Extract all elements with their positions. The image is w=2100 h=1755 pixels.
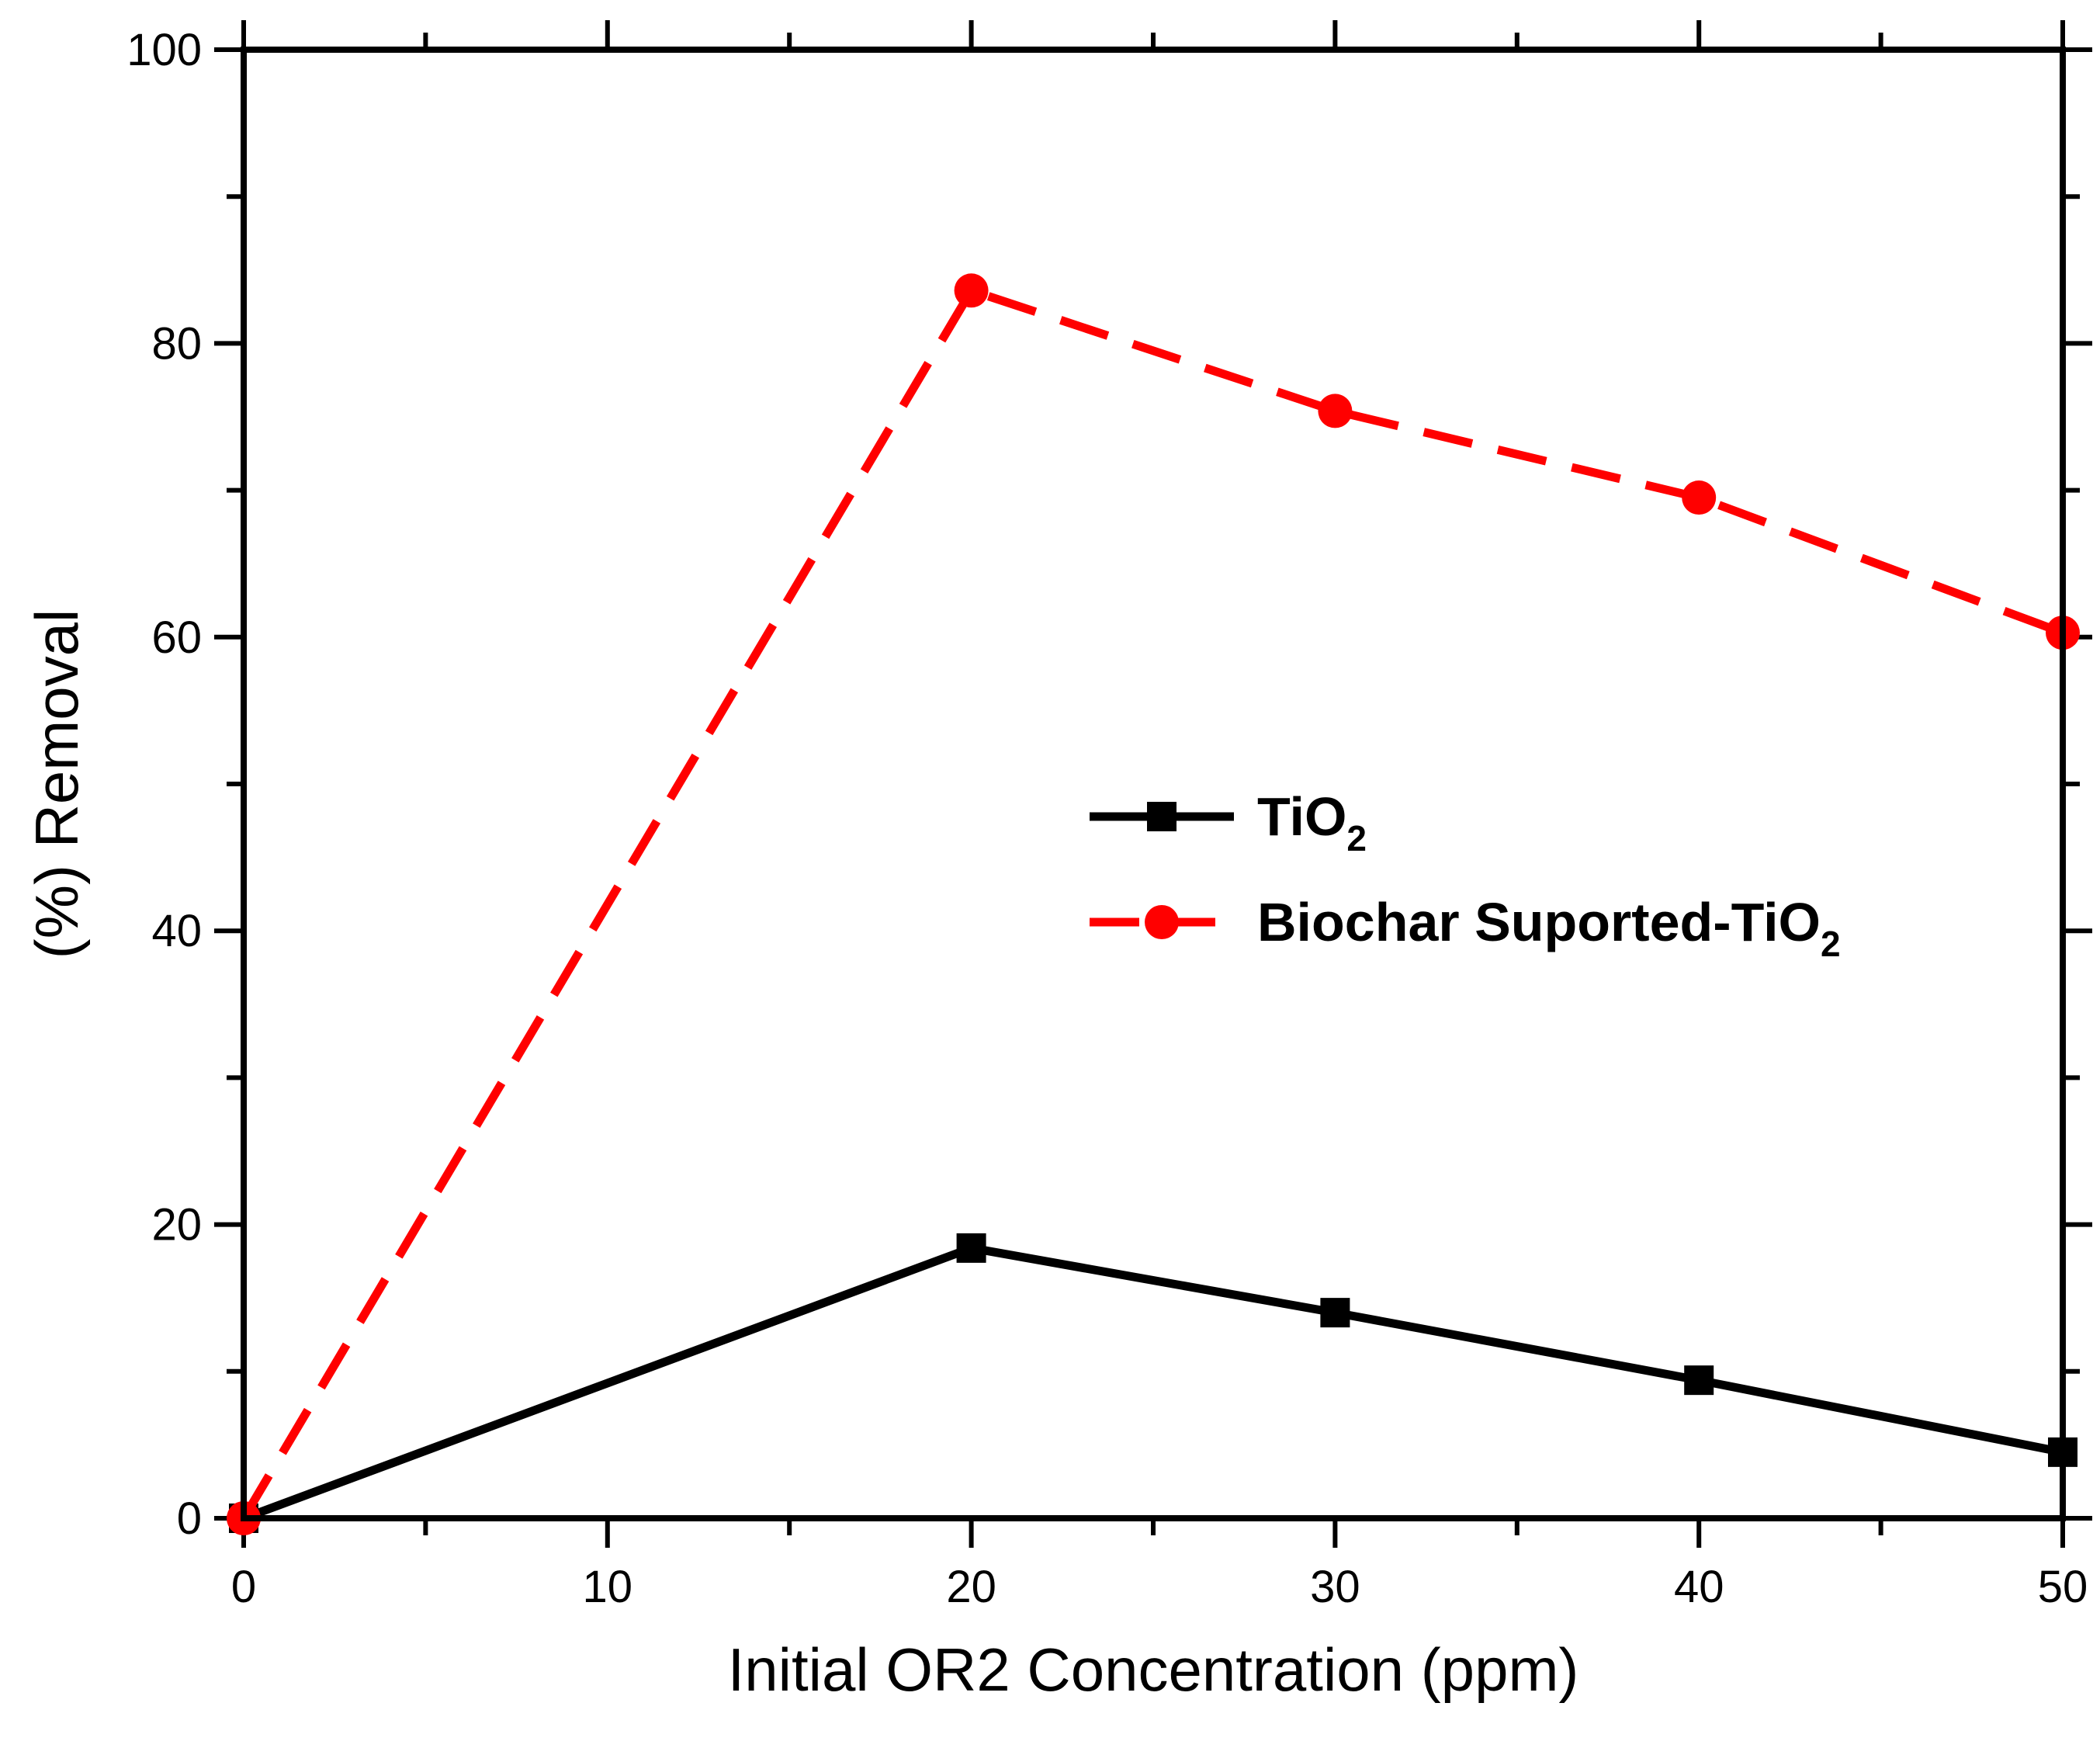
legend-label: TiO2 — [1257, 786, 1367, 858]
x-tick-label: 50 — [2038, 1562, 2088, 1612]
y-tick-label: 40 — [151, 906, 202, 956]
series-line — [240, 285, 2064, 1521]
legend-label-main: TiO — [1257, 786, 1346, 847]
legend-marker-circle — [1145, 905, 1179, 939]
legend-label: Biochar Suported-TiO2 — [1257, 892, 1841, 964]
data-point-square — [1320, 1298, 1350, 1328]
legend-item: TiO2 — [1090, 786, 1367, 858]
x-tick-label: 40 — [1674, 1562, 1724, 1612]
data-point-circle — [1682, 480, 1717, 515]
y-tick-label: 100 — [126, 25, 202, 75]
legend-item: Biochar Suported-TiO2 — [1090, 892, 1841, 964]
y-axis-tick-labels: 0 20 40 60 80 100 — [126, 25, 202, 1544]
x-axis-title: Initial OR2 Concentration (ppm) — [728, 1635, 1579, 1704]
y-tick-label: 20 — [151, 1200, 202, 1250]
legend-label-subscript: 2 — [1346, 818, 1367, 858]
x-axis-tick-labels: 0 10 20 30 40 50 — [231, 1562, 2088, 1612]
data-point-circle — [954, 273, 989, 308]
plot-frame — [241, 47, 2066, 1521]
x-tick-label: 30 — [1310, 1562, 1360, 1612]
y-tick-label: 0 — [177, 1493, 202, 1544]
x-tick-label: 10 — [583, 1562, 633, 1612]
data-point-square — [1684, 1365, 1714, 1396]
y-axis-ticks — [214, 47, 2092, 1521]
series-layer — [227, 273, 2080, 1535]
legend-label-main: Biochar Suported-TiO — [1257, 892, 1821, 952]
y-tick-label: 80 — [151, 318, 202, 369]
data-point-circle — [1318, 394, 1353, 428]
y-tick-label: 60 — [151, 612, 202, 663]
data-point-square — [956, 1233, 986, 1263]
legend-label-subscript: 2 — [1821, 924, 1841, 964]
legend-marker-square — [1147, 802, 1176, 831]
y-axis-title: (%) Removal — [23, 609, 91, 959]
x-tick-label: 20 — [946, 1562, 996, 1612]
x-tick-label: 0 — [231, 1562, 256, 1612]
